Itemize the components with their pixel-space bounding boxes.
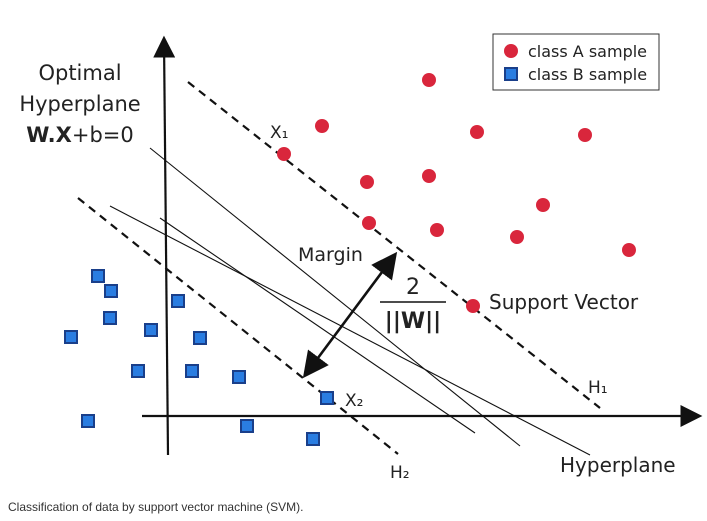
class-a-points [277,73,636,313]
class-a-point [470,125,484,139]
margin-arrow [302,251,398,379]
class-b-point [185,364,199,378]
legend: class A sample class B sample [492,33,660,91]
h2-margin-line [77,197,399,455]
class-a-point [315,119,329,133]
class-a-point [422,169,436,183]
equation-rest: +b=0 [72,123,134,147]
h1-label: H₁ [588,378,608,398]
class-b-point [171,294,185,308]
class-a-point [578,128,592,142]
class-a-point [422,73,436,87]
class-a-point [510,230,524,244]
margin-numerator: 2 [406,275,420,300]
class-b-point [306,432,320,446]
class-a-point [430,223,444,237]
class-b-point [64,330,78,344]
class-a-point [277,147,291,161]
class-b-point [144,323,158,337]
legend-class-b-marker [504,67,518,81]
class-b-point [103,311,117,325]
class-b-points [64,269,334,446]
x1-label: X₁ [270,123,288,143]
hyperplane-label: Hyperplane [560,453,676,477]
class-b-point [240,419,254,433]
class-a-point [536,198,550,212]
class-b-point [104,284,118,298]
title-line-2: Hyperplane [19,92,140,116]
margin-denominator: ||W|| [385,309,441,334]
class-a-point [360,175,374,189]
support-vector-label: Support Vector [489,290,639,314]
class-b-point [91,269,105,283]
class-b-point [232,370,246,384]
class-a-point [622,243,636,257]
x2-label: X₂ [345,391,363,411]
title-line-1: Optimal [38,61,121,85]
class-a-support-vector [466,299,480,313]
svm-diagram: Optimal Hyperplane W.X+b=0 Margin 2 ||W|… [19,33,703,483]
legend-class-b-label: class B sample [528,65,647,84]
legend-box [492,33,660,91]
class-b-support-vector [320,391,334,405]
h1-margin-line [187,81,601,409]
class-b-point [81,414,95,428]
figure-caption: Classification of data by support vector… [8,500,304,514]
class-b-point [131,364,145,378]
class-a-point [362,216,376,230]
h2-label: H₂ [390,463,410,483]
margin-label: Margin [298,244,363,266]
y-axis [153,35,176,456]
hyperplane-equation: W.X+b=0 [26,123,134,147]
legend-class-a-label: class A sample [528,42,647,61]
legend-class-a-marker [504,44,518,58]
class-b-point [193,331,207,345]
hyperplane-line [149,147,521,447]
equation-bold: W.X [26,123,72,147]
